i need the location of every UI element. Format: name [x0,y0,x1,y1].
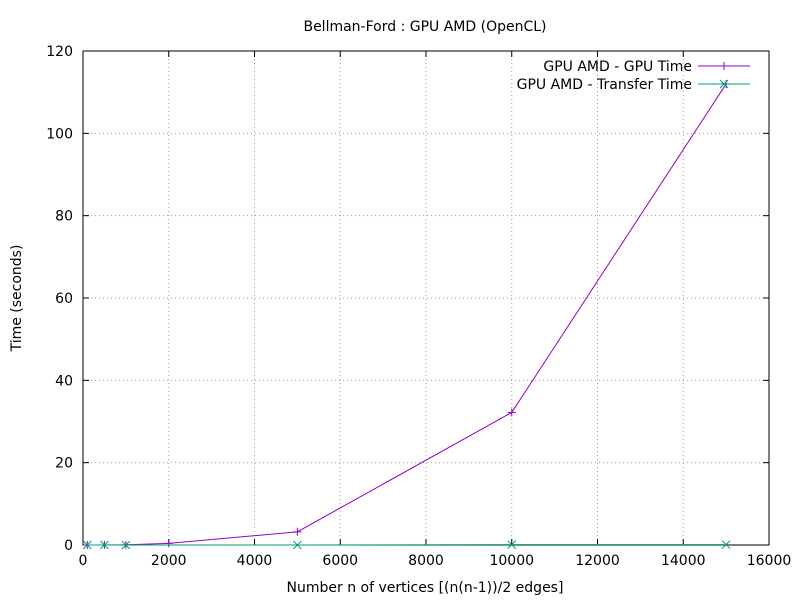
legend-item: GPU AMD - GPU Time [543,59,750,75]
data-point [507,408,516,417]
legend-marker [720,62,728,70]
y-axis-label: Time (seconds) [9,245,25,353]
data-point [100,540,109,550]
y-tick-label: 80 [55,209,73,225]
x-tick-label: 6000 [322,553,358,569]
legend-label: GPU AMD - Transfer Time [517,77,692,93]
grid-layer [83,51,769,545]
series-2 [82,540,731,550]
series-line [87,83,727,546]
x-tick-label: 12000 [575,553,620,569]
chart-title: Bellman-Ford : GPU AMD (OpenCL) [303,19,546,35]
y-tick-label: 0 [64,538,73,554]
data-point [293,527,302,536]
legend-item: GPU AMD - Transfer Time [517,77,750,93]
data-point [82,540,92,550]
series-layer [82,79,731,550]
y-tick-label: 100 [46,126,73,142]
legend-marker [719,79,729,89]
ticks-layer: 0 2000 4000 6000 8000 10000 12000 14000 16000 0 20… [46,44,791,569]
data-point [121,540,131,550]
x-tick-label: 2000 [151,553,187,569]
series-1 [83,79,731,549]
x-tick-label: 16000 [747,553,792,569]
data-point-d2 [82,540,92,550]
y-tick-label: 40 [55,373,73,389]
data-point-d2 [721,540,731,549]
data-point [293,540,302,550]
y-tick-label: 20 [55,456,73,472]
x-tick-label: 14000 [661,553,706,569]
x-tick-label: 8000 [408,553,444,569]
y-tick-label: 120 [46,44,73,60]
data-point-d2 [507,540,517,549]
data-point-d2 [121,540,131,550]
data-point [721,540,731,549]
data-point-d2 [293,540,302,550]
x-tick-label: 10000 [489,553,534,569]
data-point [507,540,517,549]
legend-marker-d2 [719,79,729,89]
legend: GPU AMD - GPU Time GPU AMD - Transfer Tim… [517,59,750,93]
x-tick-label: 4000 [237,553,273,569]
plot-frame [82,50,770,546]
data-point-d2 [100,540,109,550]
x-axis-label: Number n of vertices [(n(n-1))/2 edges] [287,580,564,596]
legend-label: GPU AMD - GPU Time [543,59,692,75]
data-point [164,539,173,548]
x-tick-label: 0 [79,553,88,569]
y-tick-label: 60 [55,291,73,307]
